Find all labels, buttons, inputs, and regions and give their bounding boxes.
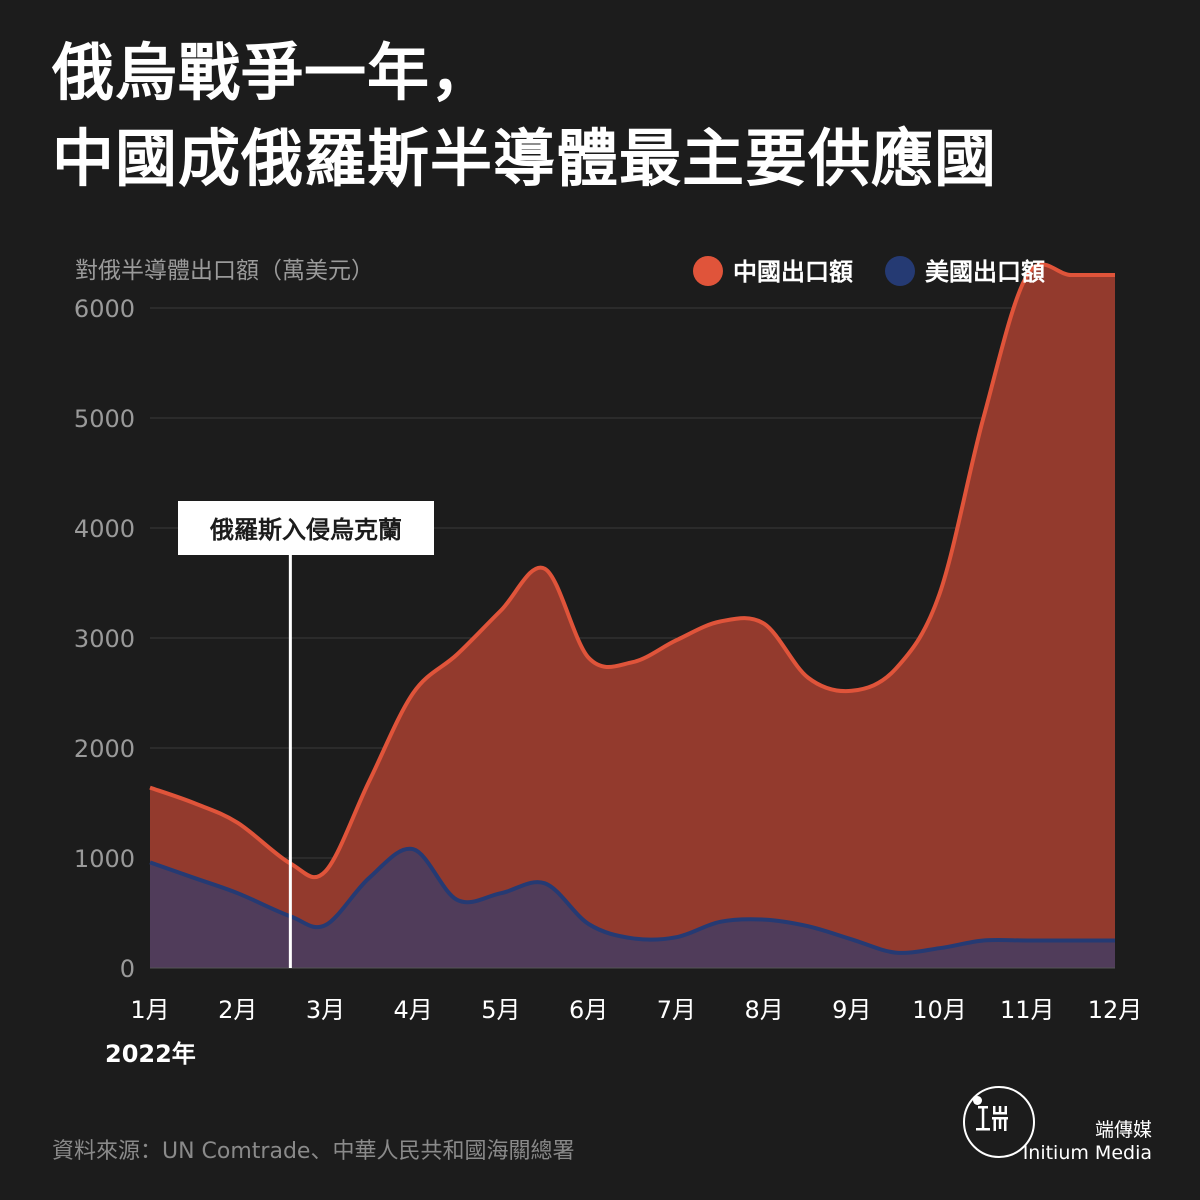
title-line-1: 俄烏戰爭一年， [52, 36, 494, 109]
area-layer [149, 262, 1115, 968]
series-line-1 [149, 846, 1115, 955]
y-tick-label: 1000 [74, 845, 135, 873]
axis-layer: 0 1000 2000 3000 4000 5000 6000 1月 2月 3月 4月 5月 6月 7月 8… [74, 295, 1142, 1024]
x-tick-label: 2月 [218, 996, 257, 1024]
legend-label: 中國出口額 [733, 258, 853, 286]
x-tick-label: 6月 [569, 996, 608, 1024]
annotation-layer: 俄羅斯入侵烏克蘭 [178, 501, 434, 968]
x-tick-label: 4月 [394, 996, 433, 1024]
y-tick-label: 4000 [74, 515, 135, 543]
y-axis-label: 對俄半導體出口額（萬美元） [75, 258, 374, 284]
source-note: 資料來源：UN Comtrade、中華人民共和國海關總署 [52, 1139, 575, 1164]
initium-logo-icon [963, 1086, 1035, 1158]
x-tick-label: 1月 [130, 996, 169, 1024]
x-tick-label: 10月 [912, 996, 967, 1024]
chart-title: 俄烏戰爭一年， 中國成俄羅斯半導體最主要供應國 [52, 30, 1172, 202]
logo-mark-icon [976, 1106, 1008, 1131]
logo-dot [973, 1096, 982, 1105]
y-tick-label: 2000 [74, 735, 135, 763]
title-line-2: 中國成俄羅斯半導體最主要供應國 [52, 122, 998, 195]
series-area-0 [150, 264, 1115, 968]
series-area-1 [150, 848, 1115, 968]
series-line-0 [149, 262, 1115, 879]
x-tick-label: 7月 [657, 996, 696, 1024]
legend-swatch [885, 256, 915, 286]
brand-name-chinese: 端傳媒 [1094, 1119, 1152, 1141]
x-axis-year-label: 2022年 [105, 1040, 196, 1068]
x-tick-label: 12月 [1088, 996, 1143, 1024]
brand-name-english: Initium Media [1022, 1142, 1152, 1164]
legend-swatch [693, 256, 723, 286]
event-label-box [178, 501, 434, 555]
legend-label: 美國出口額 [925, 258, 1045, 286]
y-tick-label: 0 [120, 955, 135, 983]
x-tick-label: 8月 [744, 996, 783, 1024]
y-tick-label: 5000 [74, 405, 135, 433]
y-tick-label: 3000 [74, 625, 135, 653]
legend: 中國出口額 美國出口額 [693, 256, 1045, 286]
event-label: 俄羅斯入侵烏克蘭 [209, 516, 402, 544]
y-tick-label: 6000 [74, 295, 135, 323]
x-tick-label: 3月 [306, 996, 345, 1024]
x-tick-label: 9月 [832, 996, 871, 1024]
x-tick-label: 11月 [1000, 996, 1055, 1024]
x-tick-label: 5月 [481, 996, 520, 1024]
logo-glyph [972, 1104, 1012, 1139]
